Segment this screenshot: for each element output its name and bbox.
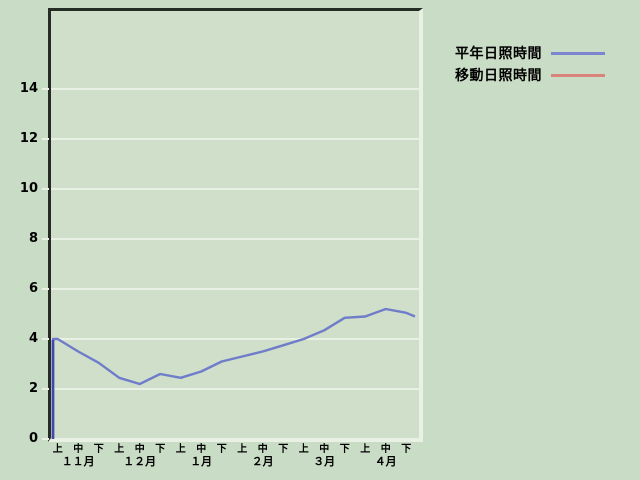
x-axis-period-label: 下 bbox=[278, 444, 289, 455]
legend-line-red-icon bbox=[551, 73, 605, 77]
y-axis-tick-10 bbox=[42, 188, 49, 190]
y-axis-tick-2 bbox=[42, 388, 49, 390]
x-axis-period-label: 下 bbox=[93, 444, 104, 455]
legend-label-idou: 移動日照時間 bbox=[455, 68, 542, 84]
x-axis-month-label: ２月 bbox=[251, 455, 274, 468]
x-axis-month-label: １１月 bbox=[61, 455, 95, 468]
x-axis-month-label: １２月 bbox=[123, 455, 157, 468]
gridline-14 bbox=[51, 88, 419, 90]
y-axis-label-2: 2 bbox=[28, 381, 38, 396]
plot-panel bbox=[48, 8, 423, 442]
x-axis-period-label: 中 bbox=[134, 444, 145, 455]
x-axis-period-label: 中 bbox=[380, 444, 391, 455]
gridline-12 bbox=[51, 138, 419, 140]
gridline-2 bbox=[51, 388, 419, 390]
x-axis-period-label: 上 bbox=[237, 444, 248, 455]
legend-item-heinen: 平年日照時間 bbox=[455, 42, 605, 64]
y-axis-tick-6 bbox=[42, 288, 49, 290]
x-axis-period-label: 中 bbox=[257, 444, 268, 455]
y-axis-tick-12 bbox=[42, 138, 49, 140]
gridline-8 bbox=[51, 238, 419, 240]
gridline-10 bbox=[51, 188, 419, 190]
y-axis-tick-0 bbox=[42, 438, 49, 440]
x-axis-period-label: 上 bbox=[52, 444, 63, 455]
legend-line-blue-icon bbox=[551, 51, 605, 55]
gridline-4 bbox=[51, 338, 419, 340]
y-axis-label-14: 14 bbox=[19, 81, 38, 96]
x-axis-month-label: １月 bbox=[190, 455, 213, 468]
y-axis-label-8: 8 bbox=[28, 231, 38, 246]
x-axis-period-label: 下 bbox=[216, 444, 227, 455]
x-axis-period-label: 下 bbox=[401, 444, 412, 455]
legend-item-idou: 移動日照時間 bbox=[455, 64, 605, 86]
y-axis-tick-14 bbox=[42, 88, 49, 90]
x-axis-period-label: 下 bbox=[155, 444, 166, 455]
x-axis-period-label: 上 bbox=[360, 444, 371, 455]
y-axis-label-10: 10 bbox=[19, 181, 38, 196]
legend-label-heinen: 平年日照時間 bbox=[455, 46, 542, 62]
x-axis-period-label: 下 bbox=[339, 444, 350, 455]
legend: 平年日照時間 移動日照時間 bbox=[455, 42, 605, 86]
x-axis-period-label: 上 bbox=[175, 444, 186, 455]
x-axis-period-label: 中 bbox=[196, 444, 207, 455]
y-axis-label-0: 0 bbox=[28, 431, 38, 446]
x-axis-period-label: 上 bbox=[114, 444, 125, 455]
gridline-6 bbox=[51, 288, 419, 290]
y-axis-label-6: 6 bbox=[28, 281, 38, 296]
x-axis-period-label: 上 bbox=[298, 444, 309, 455]
x-axis-month-label: ３月 bbox=[313, 455, 336, 468]
x-axis-period-label: 中 bbox=[319, 444, 330, 455]
y-axis-tick-8 bbox=[42, 238, 49, 240]
y-axis-label-4: 4 bbox=[28, 331, 38, 346]
x-axis-month-label: ４月 bbox=[374, 455, 397, 468]
x-axis-period-label: 中 bbox=[73, 444, 84, 455]
y-axis-tick-4 bbox=[42, 338, 49, 340]
y-axis-label-12: 12 bbox=[19, 131, 38, 146]
